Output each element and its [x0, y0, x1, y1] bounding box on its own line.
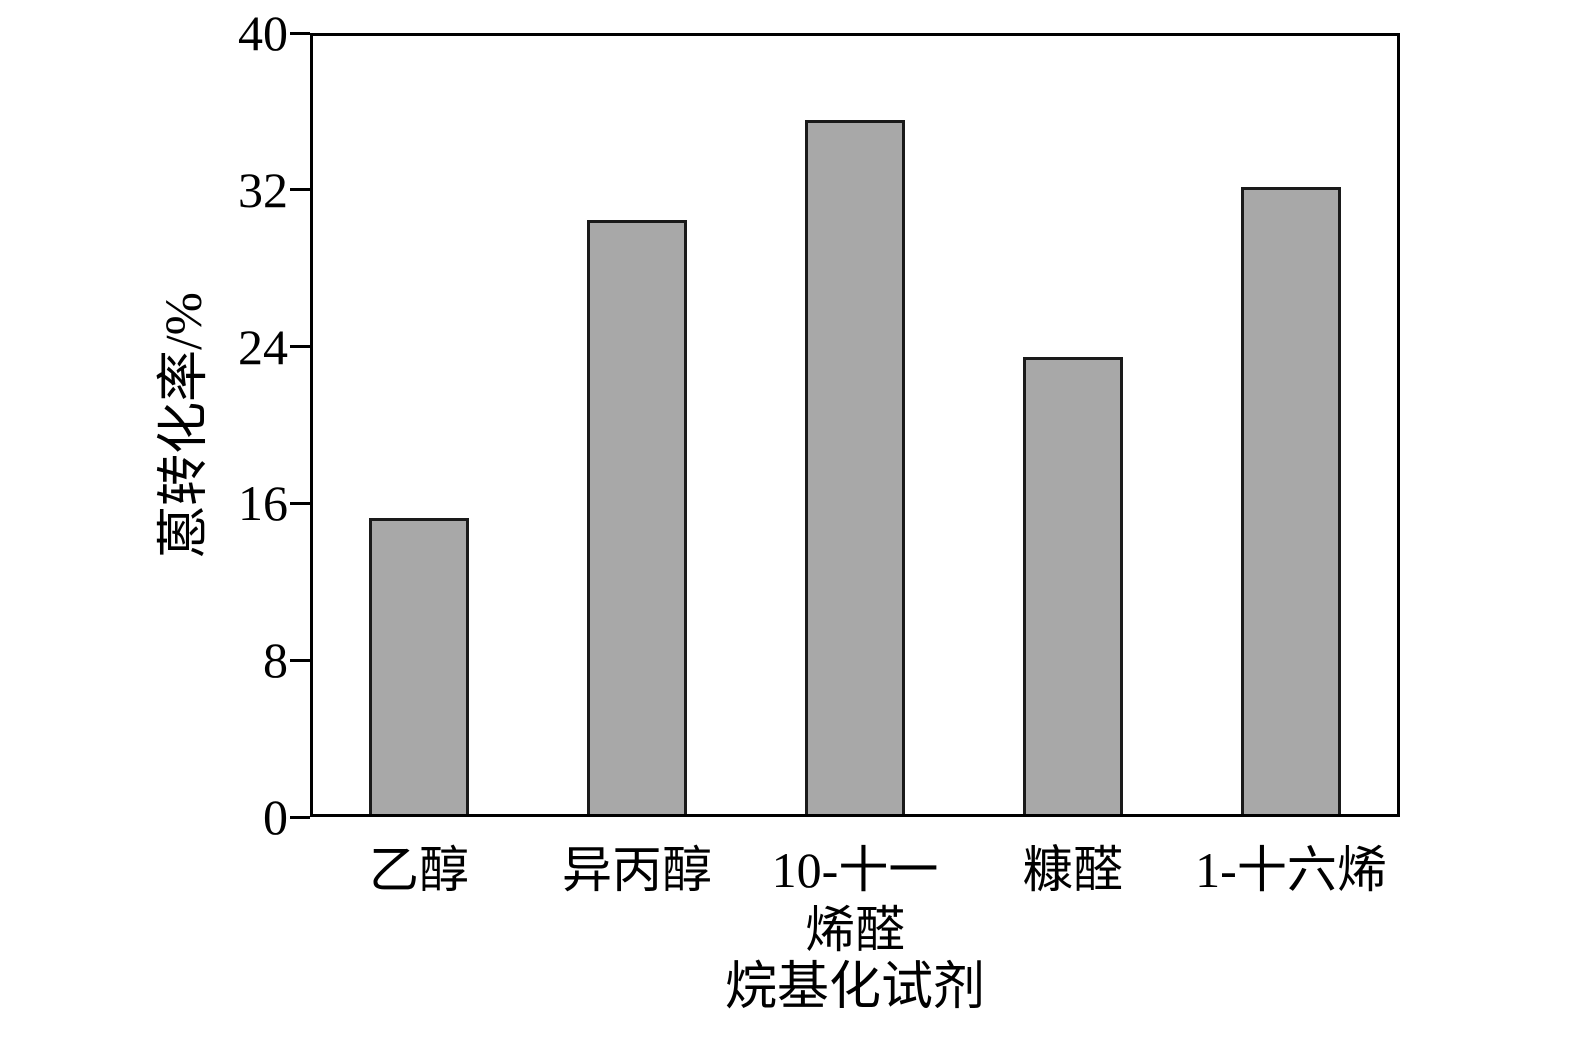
- y-axis-title-wrap: 蒽转化率/%: [150, 33, 220, 817]
- bar-3: [805, 120, 905, 814]
- x-category-label-1: 乙醇: [369, 842, 469, 898]
- y-tick-mark-24: [290, 345, 310, 349]
- y-tick-mark-40: [290, 31, 310, 35]
- y-tick-label-24: 24: [238, 318, 288, 375]
- x-category-label-5: 1-十六烯: [1195, 842, 1387, 898]
- y-tick-label-0: 0: [263, 789, 288, 845]
- x-category-label-4: 糠醛: [1023, 842, 1123, 898]
- y-tick-mark-0: [290, 815, 310, 819]
- y-tick-label-32: 32: [238, 161, 288, 218]
- y-tick-mark-8: [290, 658, 310, 662]
- y-tick-label-16: 16: [238, 475, 288, 532]
- y-tick-label-8: 8: [263, 632, 288, 689]
- plot-area: [310, 33, 1400, 817]
- x-category-label-2: 异丙醇: [562, 842, 712, 898]
- x-category-label-3: 10-十一 烯醛: [771, 842, 939, 958]
- y-tick-mark-16: [290, 501, 310, 505]
- bar-1: [369, 518, 469, 814]
- bar-2: [587, 220, 687, 814]
- y-tick-label-40: 40: [238, 5, 288, 61]
- bar-4: [1023, 357, 1123, 814]
- bar-5: [1241, 186, 1341, 814]
- y-tick-mark-32: [290, 188, 310, 192]
- x-axis-title: 烷基化试剂: [724, 959, 985, 1016]
